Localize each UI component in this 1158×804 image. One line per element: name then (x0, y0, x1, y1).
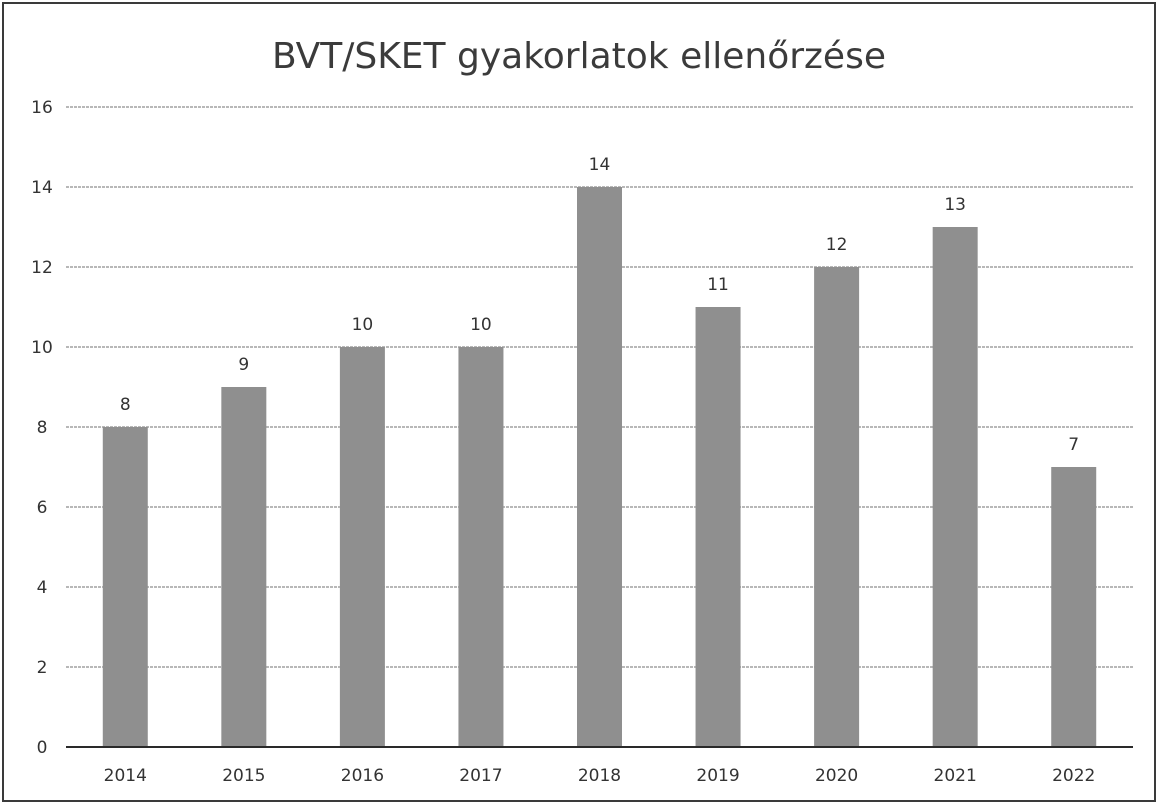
bar-2021 (932, 227, 978, 747)
data-label-2014: 8 (120, 395, 131, 415)
data-label-2022: 7 (1068, 435, 1079, 455)
data-label-2018: 14 (589, 155, 611, 175)
x-tick-label-2019: 2019 (696, 766, 739, 786)
labels: 0 2 4 6 8 10 12 14 16 8 2014 9 2015 10 2016 10 2017 14 201… (31, 98, 1095, 786)
bar-2016 (339, 347, 385, 747)
y-tick-label-8: 8 (37, 418, 48, 438)
y-tick-label-0: 0 (37, 738, 48, 758)
bar-2020 (814, 267, 860, 747)
y-tick-label-14: 14 (31, 178, 53, 198)
data-label-2016: 10 (352, 315, 374, 335)
bar-2015 (221, 387, 267, 747)
data-label-2015: 9 (238, 355, 249, 375)
y-tick-label-12: 12 (31, 258, 53, 278)
x-tick-label-2016: 2016 (341, 766, 384, 786)
bar-2017 (458, 347, 504, 747)
data-label-2020: 12 (826, 235, 848, 255)
y-tick-label-10: 10 (31, 338, 53, 358)
x-tick-label-2020: 2020 (815, 766, 858, 786)
y-tick-label-16: 16 (31, 98, 53, 118)
x-tick-label-2014: 2014 (104, 766, 147, 786)
bar-2018 (577, 187, 622, 747)
data-label-2017: 10 (470, 315, 492, 335)
data-label-2019: 11 (707, 275, 729, 295)
x-tick-label-2021: 2021 (934, 766, 977, 786)
chart-title: BVT/SKET gyakorlatok ellenőrzése (272, 36, 886, 77)
bar-2022 (1051, 467, 1097, 747)
x-tick-label-2015: 2015 (222, 766, 265, 786)
y-tick-label-2: 2 (37, 658, 48, 678)
y-tick-label-4: 4 (37, 578, 48, 598)
y-tick-label-6: 6 (37, 498, 48, 518)
bar-2019 (695, 307, 741, 747)
bars (102, 187, 1097, 747)
x-tick-label-2017: 2017 (459, 766, 502, 786)
bar-2014 (102, 427, 148, 747)
data-label-2021: 13 (944, 195, 966, 215)
x-tick-label-2022: 2022 (1052, 766, 1095, 786)
x-tick-label-2018: 2018 (578, 766, 621, 786)
